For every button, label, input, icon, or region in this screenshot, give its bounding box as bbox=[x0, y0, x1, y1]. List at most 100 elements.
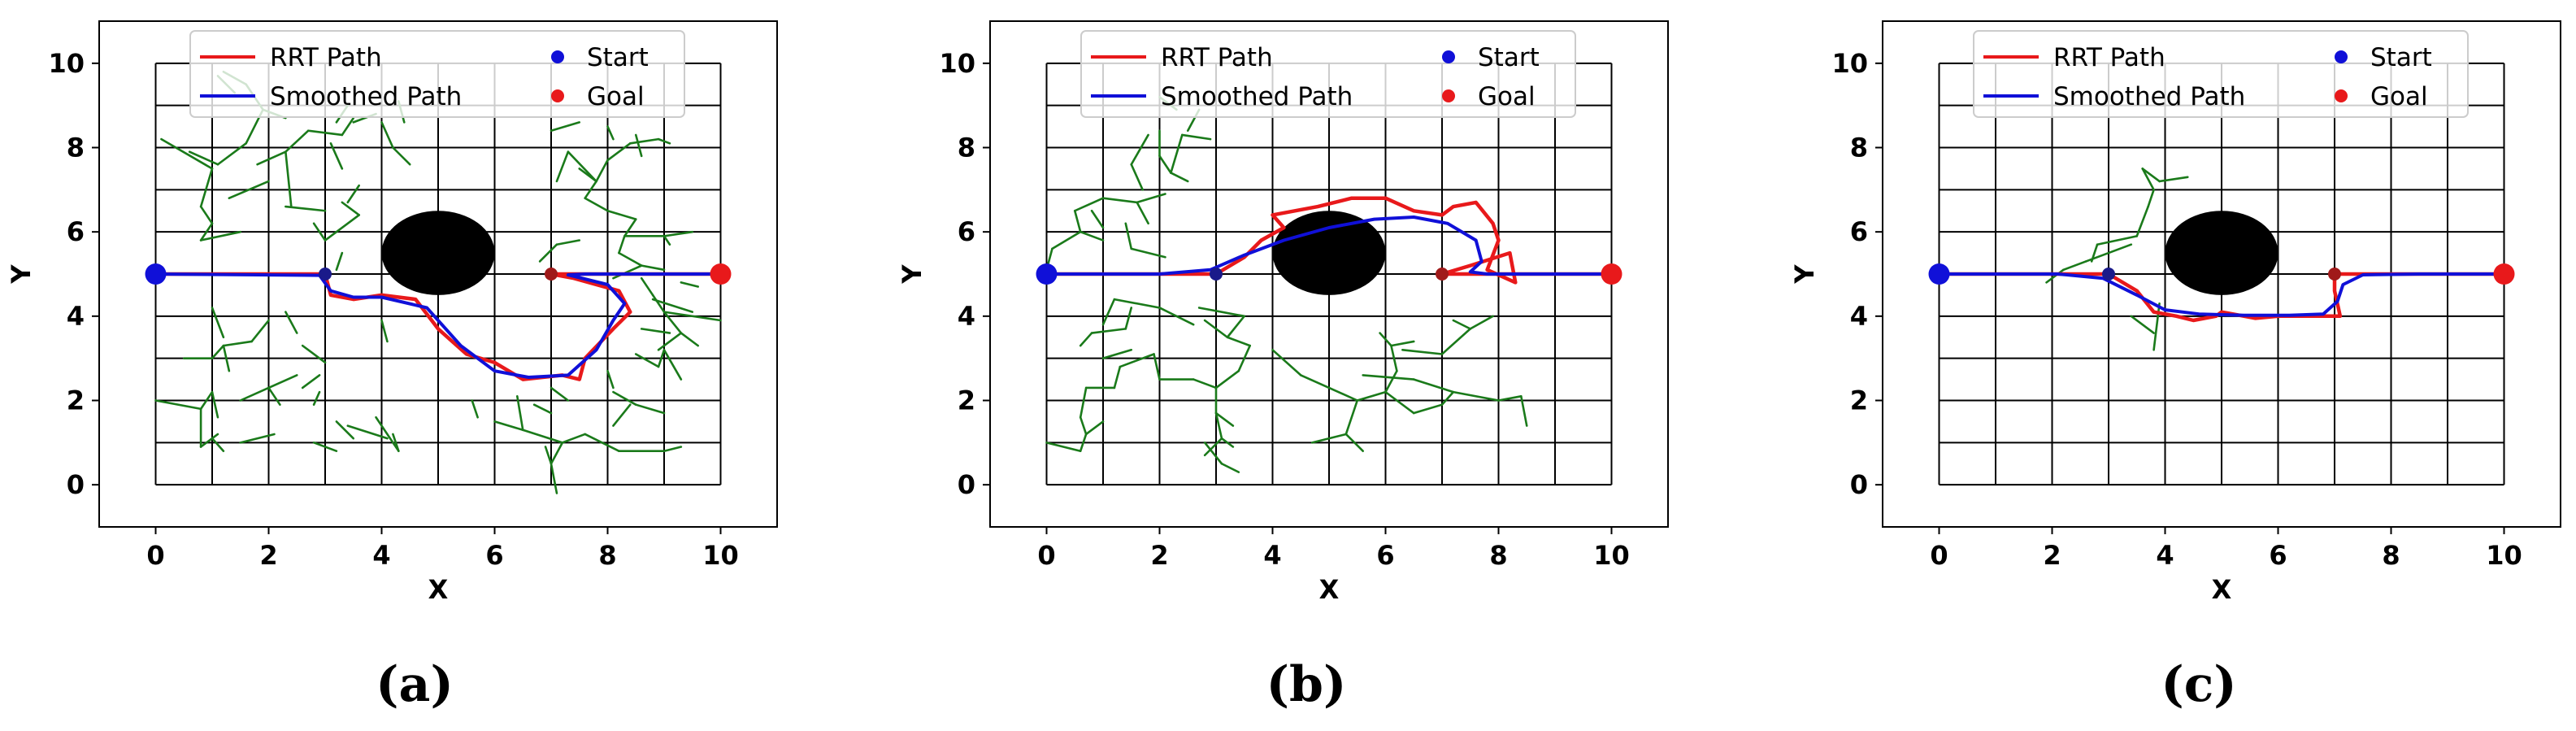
x-tick-label: 4 bbox=[372, 540, 390, 571]
tree-edge bbox=[640, 328, 671, 334]
tree-edge bbox=[1271, 348, 1302, 376]
tree-edge bbox=[634, 133, 643, 158]
tree-edge bbox=[2135, 205, 2149, 237]
tree-edge bbox=[555, 239, 581, 246]
tree-edge bbox=[606, 142, 632, 162]
tree-edge bbox=[1299, 374, 1331, 389]
tree-edge bbox=[657, 348, 666, 368]
tree-edge bbox=[324, 214, 361, 241]
tree-edge bbox=[2158, 176, 2189, 183]
x-tick-label: 10 bbox=[702, 540, 739, 571]
x-tick-label: 10 bbox=[2486, 540, 2522, 571]
tree-edge bbox=[1412, 403, 1444, 415]
goal-marker-a bbox=[710, 263, 732, 285]
x-tick-label: 2 bbox=[1150, 540, 1168, 571]
tree-edge bbox=[640, 264, 666, 272]
tree-edge bbox=[1214, 411, 1235, 427]
y-tick-label: 8 bbox=[67, 133, 85, 163]
x-tick-label: 4 bbox=[1263, 540, 1281, 571]
tree-edge bbox=[538, 243, 558, 263]
tree-edge bbox=[1440, 390, 1455, 406]
tree-edge bbox=[1226, 336, 1251, 347]
tree-edge bbox=[1090, 209, 1105, 229]
legend-b: RRT Path Smoothed Path Start Goal bbox=[1080, 30, 1576, 118]
tree-edge bbox=[312, 390, 321, 406]
tree-edge bbox=[285, 205, 327, 212]
tree-edge bbox=[567, 150, 597, 183]
rrt-tree-c bbox=[2045, 168, 2189, 351]
tree-edge bbox=[1079, 433, 1088, 453]
tree-edge bbox=[199, 205, 214, 225]
legend-goal-label: Goal bbox=[1478, 82, 1536, 111]
tree-edge bbox=[584, 197, 609, 212]
tree-edge bbox=[1356, 390, 1387, 402]
tree-edge bbox=[199, 230, 242, 241]
caption-c: (c) bbox=[2161, 656, 2236, 713]
tree-edge bbox=[1390, 344, 1398, 372]
tree-edge bbox=[1130, 247, 1166, 259]
tree-edge bbox=[346, 424, 389, 440]
tree-edge bbox=[312, 442, 338, 453]
x-tick-label: 8 bbox=[2382, 540, 2400, 571]
tree-edge bbox=[1124, 307, 1133, 330]
y-tick-label: 0 bbox=[1850, 469, 1868, 500]
tree-edge bbox=[1079, 386, 1088, 419]
tree-edge bbox=[550, 386, 570, 402]
y-tick-label: 0 bbox=[958, 469, 975, 500]
tree-edge bbox=[1101, 348, 1133, 359]
tree-edge bbox=[1401, 348, 1444, 355]
tree-edge bbox=[1079, 332, 1093, 347]
tree-edge bbox=[1203, 442, 1223, 465]
tree-edge bbox=[493, 420, 524, 432]
waypoint-marker bbox=[2328, 268, 2341, 281]
tree-edge bbox=[222, 340, 253, 347]
tree-edge bbox=[550, 442, 564, 465]
smoothed-path-a bbox=[155, 272, 721, 379]
tree-edge bbox=[1469, 315, 1494, 330]
y-axis-label-b: Y bbox=[897, 264, 927, 285]
y-tick-label: 2 bbox=[1850, 385, 1868, 416]
tree-edge bbox=[471, 399, 479, 419]
tree-edge bbox=[306, 129, 344, 137]
tree-edge bbox=[267, 386, 281, 406]
tree-edge bbox=[1073, 197, 1105, 212]
legend-rrt-label: RRT Path bbox=[2053, 43, 2165, 72]
tree-edge bbox=[375, 416, 400, 453]
tree-edge bbox=[555, 150, 570, 183]
y-tick-label: 8 bbox=[1850, 133, 1868, 163]
rrt-path-a bbox=[155, 272, 721, 381]
tree-edge bbox=[312, 222, 327, 241]
tree-edge bbox=[1203, 319, 1229, 339]
smoothed-path-b bbox=[1046, 215, 1612, 276]
tree-edge bbox=[199, 168, 214, 208]
tree-edge bbox=[216, 142, 248, 166]
obstacle-c bbox=[2165, 211, 2278, 295]
tree-edge bbox=[651, 298, 694, 313]
tree-edge bbox=[662, 348, 683, 381]
tree-edge bbox=[612, 390, 637, 406]
subplot-b: 0 2 4 6 8 10 0 2 4 6 8 10 X Y RRT Path Smoothed Path Sta… bbox=[897, 20, 1669, 605]
y-tick-label: 10 bbox=[48, 48, 85, 79]
tree-edge bbox=[657, 137, 671, 145]
waypoint-marker bbox=[1436, 268, 1449, 281]
tree-edge bbox=[1379, 332, 1392, 347]
tree-edge bbox=[211, 307, 225, 339]
tree-edge bbox=[1158, 307, 1195, 326]
legend-a: RRT Path Smoothed Path Start Goal bbox=[189, 30, 685, 118]
goal-marker-b bbox=[1601, 263, 1622, 285]
tree-edge bbox=[1130, 163, 1144, 191]
tree-edge bbox=[1090, 328, 1127, 334]
tree-edge bbox=[1310, 433, 1348, 444]
tree-edge bbox=[662, 311, 722, 322]
tree-edge bbox=[1362, 374, 1415, 381]
y-tick-label: 6 bbox=[67, 216, 85, 247]
tree-edge bbox=[1119, 353, 1155, 368]
obstacle-a bbox=[381, 211, 495, 295]
smoothed-path-c bbox=[1939, 272, 2504, 317]
tree-edge bbox=[301, 344, 327, 364]
tree-edge bbox=[239, 386, 270, 402]
legend-goal-swatch bbox=[1442, 89, 1455, 102]
waypoint-marker bbox=[319, 268, 332, 281]
x-tick-label: 0 bbox=[1037, 540, 1055, 571]
tree-edge bbox=[1497, 395, 1523, 402]
